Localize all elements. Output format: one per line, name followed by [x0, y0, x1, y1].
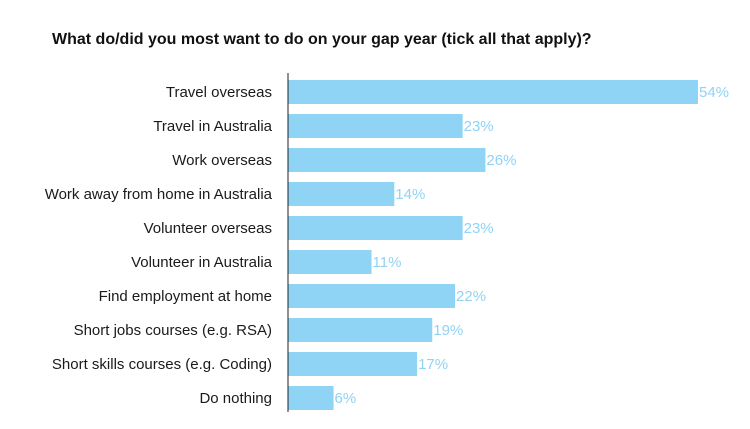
- value-label: 22%: [456, 288, 486, 305]
- chart-title: What do/did you most want to do on your …: [52, 31, 592, 48]
- value-label: 23%: [464, 220, 494, 237]
- bar: [288, 250, 372, 274]
- category-label: Short skills courses (e.g. Coding): [52, 356, 272, 373]
- category-label: Find employment at home: [99, 288, 272, 305]
- bar: [288, 148, 486, 172]
- category-label: Volunteer in Australia: [131, 254, 273, 271]
- category-label: Do nothing: [199, 390, 272, 407]
- bar: [288, 216, 463, 240]
- value-label: 6%: [335, 390, 357, 407]
- category-label: Travel in Australia: [153, 118, 272, 135]
- value-label: 14%: [395, 186, 425, 203]
- bar: [288, 182, 395, 206]
- value-label: 26%: [486, 152, 516, 169]
- bar: [288, 318, 433, 342]
- bar: [288, 284, 456, 308]
- value-label: 19%: [433, 322, 463, 339]
- category-label: Volunteer overseas: [144, 220, 272, 237]
- category-label: Work overseas: [172, 152, 272, 169]
- bar: [288, 352, 418, 376]
- value-label: 11%: [373, 254, 402, 271]
- category-label: Work away from home in Australia: [45, 186, 273, 203]
- value-label: 17%: [418, 356, 448, 373]
- value-label: 54%: [699, 84, 729, 101]
- bar: [288, 114, 463, 138]
- value-label: 23%: [464, 118, 494, 135]
- bar: [288, 386, 334, 410]
- category-label: Travel overseas: [166, 84, 272, 101]
- bar: [288, 80, 698, 104]
- category-label: Short jobs courses (e.g. RSA): [74, 322, 272, 339]
